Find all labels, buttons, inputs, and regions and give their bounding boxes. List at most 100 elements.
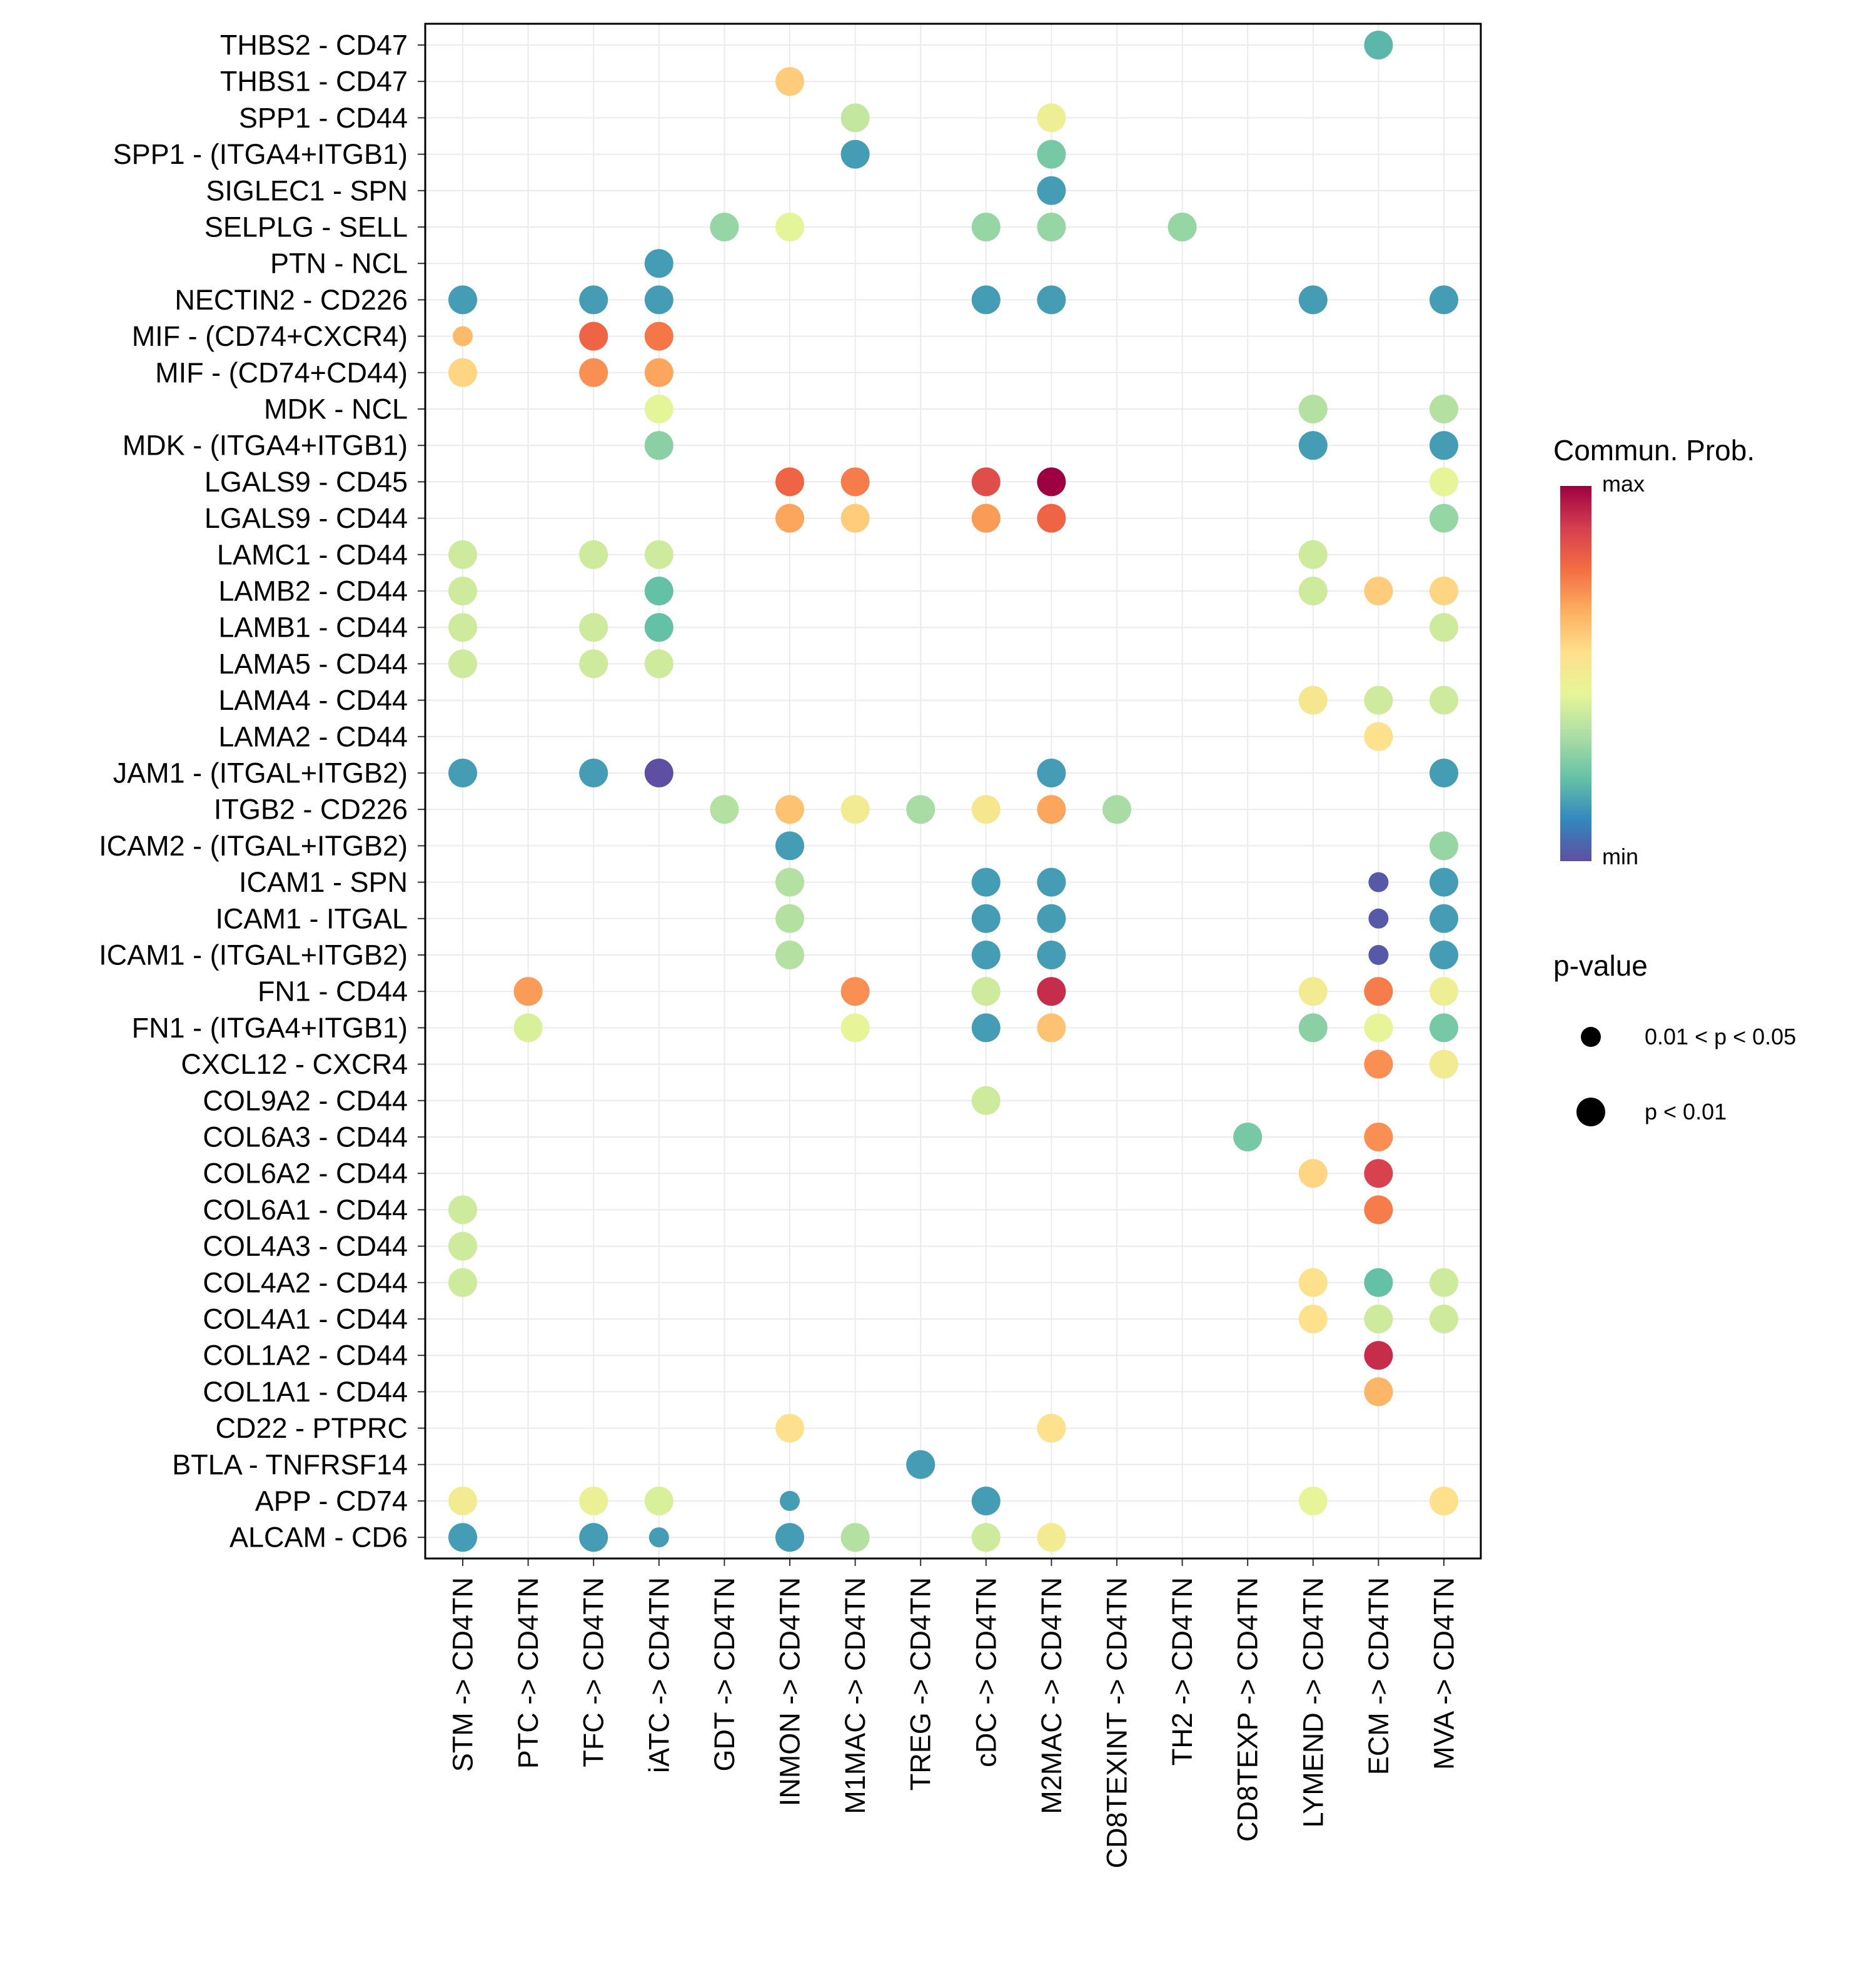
data-point <box>453 326 473 346</box>
data-point <box>971 977 1001 1006</box>
y-tick-label: COL1A2 - CD44 <box>203 1340 408 1371</box>
y-tick-label: SPP1 - CD44 <box>239 102 408 134</box>
y-tick-label: COL6A2 - CD44 <box>203 1158 408 1190</box>
data-point <box>448 1231 477 1261</box>
data-point <box>840 503 870 533</box>
data-point <box>1298 577 1328 605</box>
data-point <box>971 867 1001 897</box>
y-tick-label: ALCAM - CD6 <box>229 1522 408 1553</box>
data-point <box>710 795 739 824</box>
data-point <box>1364 1049 1393 1079</box>
data-point <box>971 213 1001 241</box>
data-point <box>1037 941 1066 969</box>
data-point <box>579 759 608 787</box>
data-point <box>1298 395 1328 423</box>
data-point <box>1430 1268 1458 1297</box>
data-point <box>1298 1268 1328 1297</box>
data-point <box>775 1413 804 1443</box>
data-point <box>1430 1487 1458 1515</box>
x-axis-labels: STM -> CD4TN PTC -> CD4TN TFC -> CD4TN iATC… <box>447 1577 1460 1869</box>
x-tick-label: M1MAC -> CD4TN <box>839 1577 871 1814</box>
data-point <box>1298 977 1328 1006</box>
y-tick-label: ITGB2 - CD226 <box>214 794 408 826</box>
data-point <box>1430 395 1458 423</box>
data-point <box>579 285 608 315</box>
data-point <box>1037 176 1066 205</box>
data-point <box>775 904 804 933</box>
y-tick-label: SIGLEC1 - SPN <box>206 174 408 206</box>
data-point <box>1037 467 1066 497</box>
data-point <box>775 941 804 969</box>
data-point <box>1298 285 1328 315</box>
data-point <box>1430 941 1458 969</box>
data-point <box>1430 503 1458 533</box>
data-point <box>448 540 477 569</box>
y-tick-label: COL1A1 - CD44 <box>203 1376 408 1408</box>
data-point <box>1430 1049 1458 1079</box>
data-point <box>1298 1013 1328 1043</box>
data-point <box>644 395 673 423</box>
data-point <box>971 1086 1001 1115</box>
data-point <box>1364 577 1393 605</box>
data-point <box>1364 1195 1393 1225</box>
data-point <box>448 613 477 642</box>
data-point <box>1364 1377 1393 1407</box>
y-tick-label: LAMA4 - CD44 <box>218 684 408 716</box>
size-legend-title: p-value <box>1553 949 1648 982</box>
data-point <box>1364 1159 1393 1188</box>
x-tick-label: GDT -> CD4TN <box>709 1577 740 1771</box>
data-point <box>1037 977 1066 1006</box>
data-point <box>971 1487 1001 1515</box>
data-point <box>1364 1268 1393 1297</box>
data-point <box>644 759 673 787</box>
x-tick-label: TREG -> CD4TN <box>905 1577 937 1791</box>
data-point <box>644 540 673 569</box>
data-point <box>1037 285 1066 315</box>
y-tick-label: FN1 - (ITGA4+ITGB1) <box>132 1012 408 1044</box>
data-point <box>1430 759 1458 787</box>
y-tick-label: MIF - (CD74+CD44) <box>155 356 408 388</box>
data-point <box>971 941 1001 969</box>
data-point <box>1298 1487 1328 1515</box>
data-point <box>840 1013 870 1043</box>
data-point <box>1298 540 1328 569</box>
plot-panel-border <box>424 23 1482 1560</box>
data-points <box>448 31 1458 1552</box>
data-point <box>648 1527 669 1548</box>
y-tick-label: CXCL12 - CXCR4 <box>181 1048 408 1080</box>
data-point <box>448 649 477 679</box>
data-point <box>448 285 477 315</box>
axis-ticks <box>418 44 1445 1566</box>
data-point <box>1364 1341 1393 1370</box>
data-point <box>1037 503 1066 533</box>
y-tick-label: LAMC1 - CD44 <box>217 538 408 570</box>
data-point <box>644 649 673 679</box>
y-tick-label: THBS2 - CD47 <box>220 29 408 61</box>
data-point <box>1430 431 1458 460</box>
x-tick-label: CD8TEXINT -> CD4TN <box>1101 1577 1133 1869</box>
data-point <box>1364 31 1393 59</box>
y-tick-label: COL4A2 - CD44 <box>203 1266 408 1298</box>
data-point <box>644 577 673 605</box>
data-point <box>644 613 673 642</box>
y-tick-label: JAM1 - (ITGAL+ITGB2) <box>113 757 408 789</box>
y-tick-label: APP - CD74 <box>255 1485 408 1517</box>
data-point <box>775 503 804 533</box>
x-tick-label: TH2 -> CD4TN <box>1166 1577 1198 1765</box>
y-tick-label: COL6A3 - CD44 <box>203 1121 408 1153</box>
y-tick-label: PTN - NCL <box>270 248 408 280</box>
x-tick-label: LYMEND -> CD4TN <box>1297 1577 1329 1827</box>
y-tick-label: MIF - (CD74+CXCR4) <box>132 320 408 352</box>
data-point <box>971 503 1001 533</box>
y-tick-label: ICAM1 - SPN <box>239 866 408 898</box>
data-point <box>579 1523 608 1552</box>
color-legend-max: max <box>1602 471 1645 497</box>
data-point <box>775 213 804 241</box>
data-point <box>775 795 804 824</box>
x-tick-label: ECM -> CD4TN <box>1363 1577 1394 1775</box>
data-point <box>1368 945 1389 965</box>
data-point <box>1364 1305 1393 1333</box>
data-point <box>1364 1013 1393 1043</box>
data-point <box>1430 613 1458 642</box>
y-tick-label: ICAM1 - ITGAL <box>215 902 408 934</box>
